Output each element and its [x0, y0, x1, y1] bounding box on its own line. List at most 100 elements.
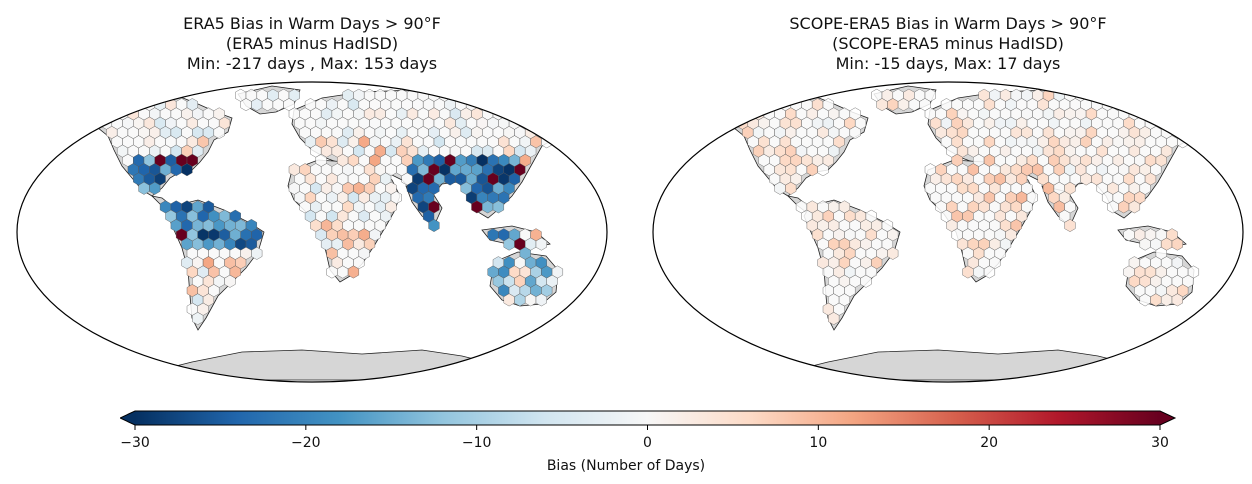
- station-hex-cell: [498, 98, 510, 112]
- station-hex-cell: [1193, 126, 1205, 139]
- station-hex-cell: [860, 274, 872, 288]
- station-hex-cell: [535, 107, 547, 121]
- colorbar: −30 −20 −10 0 10 20 30: [120, 410, 1177, 451]
- station-hex-cell: [122, 98, 134, 112]
- title-line-3: Min: -15 days, Max: 17 days: [835, 54, 1061, 73]
- station-hex-cell: [551, 116, 563, 130]
- station-hex-cell: [1177, 116, 1189, 130]
- title-line-2: (SCOPE-ERA5 minus HadISD): [832, 34, 1064, 53]
- station-hex-cell: [817, 163, 829, 177]
- station-hex-cell: [347, 265, 359, 279]
- title-line-1: ERA5 Bias in Warm Days > 90°F: [183, 14, 441, 33]
- title-line-2: (ERA5 minus HadISD): [225, 34, 399, 53]
- station-hex-cell: [90, 98, 102, 112]
- station-hex-cell: [213, 126, 225, 139]
- station-hex-cell: [1161, 107, 1173, 121]
- map-boundary: [16, 81, 608, 383]
- station-hex-cell: [1187, 98, 1199, 112]
- station-hex-cell: [530, 98, 542, 112]
- colorbar-tick-label: 0: [643, 435, 652, 451]
- station-hex-cell: [1096, 88, 1108, 102]
- station-hex-cell: [1193, 107, 1205, 121]
- era5-panel-title: ERA5 Bias in Warm Days > 90°F (ERA5 minu…: [2, 14, 622, 74]
- title-line-3: Min: -217 days , Max: 153 days: [186, 54, 438, 73]
- station-hex-cell: [1177, 98, 1189, 112]
- station-hex-cell: [785, 181, 797, 195]
- station-hex-cell: [519, 98, 531, 112]
- station-hex-cell: [482, 88, 494, 102]
- station-hex-cell: [736, 98, 748, 112]
- colorbar-tick-label: 10: [809, 435, 827, 451]
- station-hex-cell: [1107, 88, 1119, 102]
- station-hex-cell: [541, 98, 553, 112]
- station-hex-cell: [1123, 98, 1135, 112]
- station-hex-cell: [1182, 126, 1194, 139]
- station-hex-cell: [530, 116, 542, 130]
- station-hex-cell: [557, 107, 569, 121]
- station-hex-cell: [763, 88, 775, 102]
- station-hex-cell: [887, 246, 899, 260]
- station-hex-cell: [1187, 116, 1199, 130]
- colorbar-tick-label: −30: [120, 435, 150, 451]
- station-hex-cell: [983, 265, 995, 279]
- station-hex-cell: [849, 126, 861, 139]
- station-hex-cell: [95, 107, 107, 121]
- station-hex-cell: [1155, 98, 1167, 112]
- station-hex-cell: [149, 88, 161, 102]
- station-hex-cell: [1118, 88, 1130, 102]
- station-hex-cell: [1214, 107, 1226, 121]
- station-hex-cell: [742, 107, 754, 121]
- station-hex-cell: [251, 246, 263, 260]
- station-hex-cell: [1171, 107, 1183, 121]
- colorbar-gradient: [135, 411, 1160, 425]
- station-hex-cell: [100, 98, 112, 112]
- station-hex-cell: [224, 274, 236, 288]
- station-hex-cell: [568, 107, 580, 121]
- station-hex-cell: [557, 126, 569, 139]
- station-hex-cell: [1171, 293, 1183, 307]
- station-hex-cell: [573, 116, 585, 130]
- map-boundary: [652, 81, 1244, 383]
- station-hex-cell: [84, 107, 96, 121]
- station-hex-cell: [1064, 219, 1076, 232]
- station-hex-cell: [460, 88, 472, 102]
- station-hex-cell: [541, 116, 553, 130]
- station-hex-cell: [1209, 116, 1221, 130]
- station-hex-cell: [508, 98, 521, 112]
- colorbar-tick-label: 20: [980, 435, 998, 451]
- station-hex-cell: [192, 312, 204, 325]
- station-hex-cell: [535, 293, 547, 307]
- station-hex-cell: [492, 200, 504, 214]
- station-hex-cell: [753, 88, 765, 102]
- station-hex-cell: [731, 107, 743, 121]
- station-hex-cell: [159, 88, 172, 102]
- station-hex-cell: [828, 312, 840, 325]
- station-hex-cell: [1128, 200, 1140, 214]
- scope-panel-title: SCOPE-ERA5 Bias in Warm Days > 90°F (SCO…: [638, 14, 1252, 74]
- station-hex-cell: [1182, 107, 1194, 121]
- colorbar-tick-label: −10: [462, 435, 492, 451]
- station-hex-cell: [181, 163, 193, 177]
- station-hex-cell: [578, 107, 590, 121]
- station-hex-cell: [747, 98, 759, 112]
- era5-bias-panel: ERA5 Bias in Warm Days > 90°F (ERA5 minu…: [2, 0, 622, 395]
- station-hex-cell: [1166, 98, 1178, 112]
- colorbar-tick-label: −20: [291, 435, 321, 451]
- colorbar-min-extend: [120, 411, 135, 425]
- station-hex-cell: [525, 107, 537, 121]
- station-hex-cell: [111, 98, 123, 112]
- station-hex-cell: [428, 219, 440, 232]
- scope-era5-bias-panel: SCOPE-ERA5 Bias in Warm Days > 90°F (SCO…: [638, 0, 1252, 395]
- colorbar-tick-label: 30: [1151, 435, 1169, 451]
- station-hex-cell: [562, 116, 574, 130]
- station-hex-cell: [774, 88, 786, 102]
- station-hex-cell: [514, 107, 526, 121]
- station-hex-cell: [535, 237, 547, 251]
- station-hex-cell: [546, 126, 558, 139]
- station-hex-cell: [106, 107, 118, 121]
- station-hex-cell: [127, 88, 139, 102]
- station-hex-cell: [471, 88, 483, 102]
- station-hex-cell: [720, 107, 732, 121]
- station-hex-cell: [726, 98, 738, 112]
- station-hex-cell: [487, 98, 499, 112]
